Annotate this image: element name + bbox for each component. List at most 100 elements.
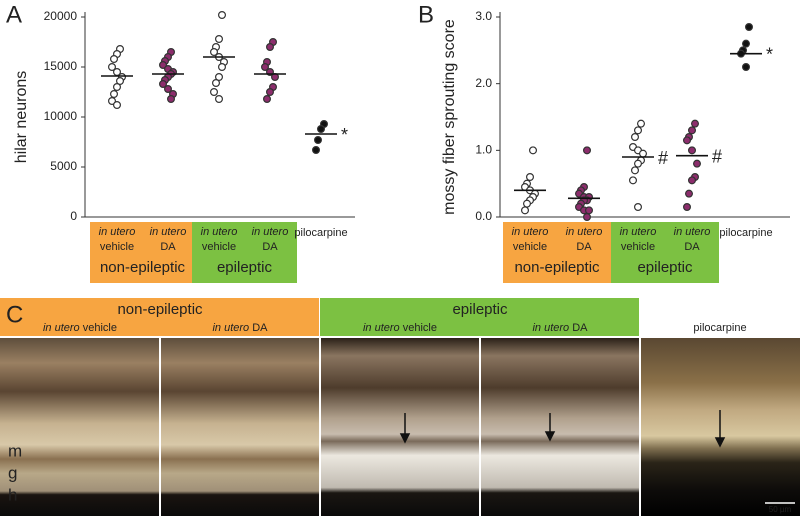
category-label: vehicle xyxy=(100,241,134,253)
data-point xyxy=(317,124,326,133)
layer-label: g xyxy=(8,463,17,482)
data-point xyxy=(633,159,642,168)
subtitle-label: vehicle xyxy=(403,322,437,334)
data-point xyxy=(210,87,219,96)
panel-subtitle: in utero vehicle xyxy=(43,322,117,334)
arrow-head xyxy=(399,433,411,444)
data-point xyxy=(159,79,168,88)
subtitle-prefix: in utero xyxy=(532,322,569,334)
panel-subtitle: in utero DA xyxy=(212,322,268,334)
data-point xyxy=(741,62,750,71)
annotation: * xyxy=(766,44,773,64)
data-point xyxy=(215,94,224,103)
y-tick-label: 0 xyxy=(70,209,77,223)
panel-subtitle: in utero vehicle xyxy=(363,322,437,334)
micrograph xyxy=(321,338,479,516)
data-point xyxy=(682,136,691,145)
category-prefix: in utero xyxy=(252,226,289,238)
data-point xyxy=(525,173,534,182)
data-point xyxy=(112,100,121,109)
category-label: vehicle xyxy=(202,241,236,253)
y-tick-label: 3.0 xyxy=(475,9,492,23)
y-tick-label: 2.0 xyxy=(475,76,492,90)
category-prefix: in utero xyxy=(674,226,711,238)
category-prefix: in utero xyxy=(512,226,549,238)
subtitle-label: vehicle xyxy=(83,322,117,334)
data-point xyxy=(684,189,693,198)
panel-label: C xyxy=(6,301,23,328)
data-point xyxy=(164,84,173,93)
data-point xyxy=(314,136,323,145)
data-point xyxy=(522,199,531,208)
category-prefix: in utero xyxy=(99,226,136,238)
data-point xyxy=(687,176,696,185)
category-prefix: in utero xyxy=(150,226,187,238)
y-axis-label: mossy fiber sprouting score xyxy=(441,19,458,215)
data-point xyxy=(633,126,642,135)
data-point xyxy=(159,60,168,69)
micrograph xyxy=(481,338,639,516)
arrow-head xyxy=(544,431,556,442)
micrograph xyxy=(0,338,159,516)
y-tick-label: 5000 xyxy=(50,159,77,173)
layer-label: m xyxy=(8,441,22,460)
y-tick-label: 15000 xyxy=(44,59,78,73)
annotation: # xyxy=(712,146,722,166)
data-point xyxy=(584,206,593,215)
annotation: * xyxy=(341,125,348,145)
category-prefix: in utero xyxy=(620,226,657,238)
panel-label: A xyxy=(6,1,22,28)
group-label: non-epileptic xyxy=(117,301,203,318)
subtitle-prefix: in utero xyxy=(363,322,400,334)
data-point xyxy=(692,159,701,168)
group-box xyxy=(90,222,195,283)
arrow-head xyxy=(714,437,726,448)
data-point xyxy=(582,146,591,155)
data-point xyxy=(636,119,645,128)
subtitle-prefix: in utero xyxy=(212,322,249,334)
category-label: DA xyxy=(684,241,700,253)
data-point xyxy=(261,62,270,71)
data-point xyxy=(741,39,750,48)
data-point xyxy=(687,146,696,155)
data-point xyxy=(266,42,275,51)
category-label: pilocarpine xyxy=(719,227,772,239)
data-point xyxy=(212,78,221,87)
category-label: DA xyxy=(160,241,176,253)
data-point xyxy=(682,203,691,212)
data-point xyxy=(263,94,272,103)
data-point xyxy=(107,96,116,105)
data-point xyxy=(628,176,637,185)
y-axis-label: hilar neurons xyxy=(13,71,30,164)
group-box xyxy=(611,222,719,283)
data-point xyxy=(312,146,321,155)
data-point xyxy=(266,87,275,96)
data-point xyxy=(528,146,537,155)
scale-bar-label: 50 µm xyxy=(769,505,792,514)
data-point xyxy=(107,62,116,71)
y-tick-label: 10000 xyxy=(44,109,78,123)
group-box xyxy=(503,222,611,283)
subtitle-label: pilocarpine xyxy=(693,322,746,334)
y-tick-label: 1.0 xyxy=(475,143,492,157)
subtitle-label: DA xyxy=(252,322,268,334)
group-label: non-epileptic xyxy=(100,259,186,276)
data-point xyxy=(210,47,219,56)
data-point xyxy=(218,62,227,71)
category-label: DA xyxy=(576,241,592,253)
group-box xyxy=(192,222,297,283)
data-point xyxy=(167,94,176,103)
data-point xyxy=(690,119,699,128)
data-point xyxy=(582,213,591,222)
data-point xyxy=(215,34,224,43)
data-point xyxy=(520,206,529,215)
y-tick-label: 20000 xyxy=(44,9,78,23)
subtitle-label: DA xyxy=(572,322,588,334)
category-prefix: in utero xyxy=(201,226,238,238)
arrows xyxy=(399,410,726,448)
data-point xyxy=(218,11,227,20)
data-point xyxy=(109,89,118,98)
data-point xyxy=(630,166,639,175)
